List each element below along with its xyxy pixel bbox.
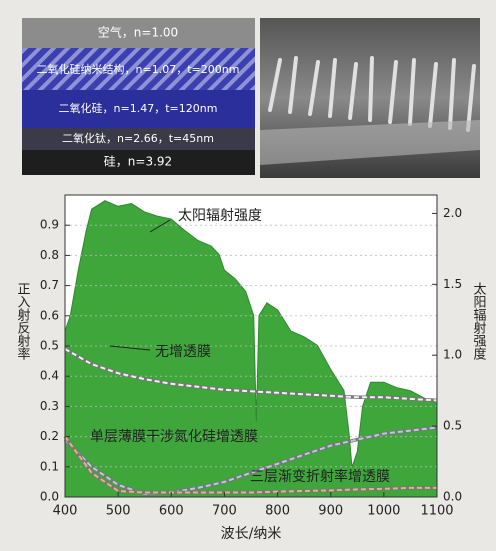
tio2-layer [22, 128, 255, 150]
layer-label: 二氧化硅，n=1.47，t=120nm [59, 101, 218, 115]
leader [109, 345, 151, 351]
x-tick-label: 800 [265, 504, 290, 519]
x-tick-label: 700 [212, 504, 237, 519]
y-tick-label: 0.9 [40, 218, 59, 232]
sem-image [260, 18, 480, 178]
nano-layer [22, 48, 255, 90]
layer-label: 二氧化钛，n=2.66，t=45nm [62, 131, 214, 145]
layer-label: 空气，n=1.00 [98, 25, 178, 40]
x-axis-label: 波长/纳米 [221, 526, 282, 542]
x-tick-label: 900 [318, 504, 343, 519]
annotation: 单层薄膜干涉氮化硅增透膜 [90, 429, 258, 445]
y-tick-label: 0.0 [40, 490, 59, 504]
leader [149, 219, 171, 233]
y-tick-label: 0.4 [40, 369, 59, 383]
x-tick-label: 1000 [367, 504, 400, 519]
y-tick-label: 0.6 [40, 308, 59, 322]
line-dash [64, 426, 438, 496]
y2-axis-label: 太阳辐射强度 [471, 282, 487, 360]
y-tick-label: 0.8 [40, 248, 59, 262]
area [64, 200, 438, 498]
sio2-layer [22, 90, 255, 128]
y2-tick-label: 0.5 [443, 419, 462, 433]
y-tick-label: 0.3 [40, 399, 59, 413]
y2-tick-label: 2.0 [443, 206, 462, 220]
y2-tick-label: 0.0 [443, 490, 462, 504]
y-tick-label: 0.2 [40, 429, 59, 443]
y-tick-label: 0.1 [40, 459, 59, 473]
line-dash [64, 436, 437, 494]
si-layer [22, 150, 255, 175]
y-tick-label: 0.7 [40, 278, 59, 292]
layer-diagram: 空气，n=1.00 二氧化硅纳米结构，n=1.07，t=200nm 二氧化硅，n… [22, 18, 255, 175]
annotation: 太阳辐射强度 [178, 208, 262, 224]
x-tick-label: 400 [53, 504, 78, 519]
y-axis-label: 正入射反射率 [15, 282, 31, 360]
air-layer [22, 18, 255, 48]
y2-tick-label: 1.5 [443, 277, 462, 291]
line-dash [64, 348, 438, 402]
x-tick-label: 1100 [420, 504, 453, 519]
y-tick-label: 0.5 [40, 339, 59, 353]
annotation: 三层渐变折射率增透膜 [250, 468, 390, 485]
x-tick-label: 500 [106, 504, 131, 519]
annotation: 无增透膜 [155, 344, 211, 360]
y2-tick-label: 1.0 [443, 348, 462, 362]
x-tick-label: 600 [159, 504, 184, 519]
layer-label: 二氧化硅纳米结构，n=1.07，t=200nm [37, 62, 240, 76]
layer-label: 硅，n=3.92 [104, 155, 172, 169]
